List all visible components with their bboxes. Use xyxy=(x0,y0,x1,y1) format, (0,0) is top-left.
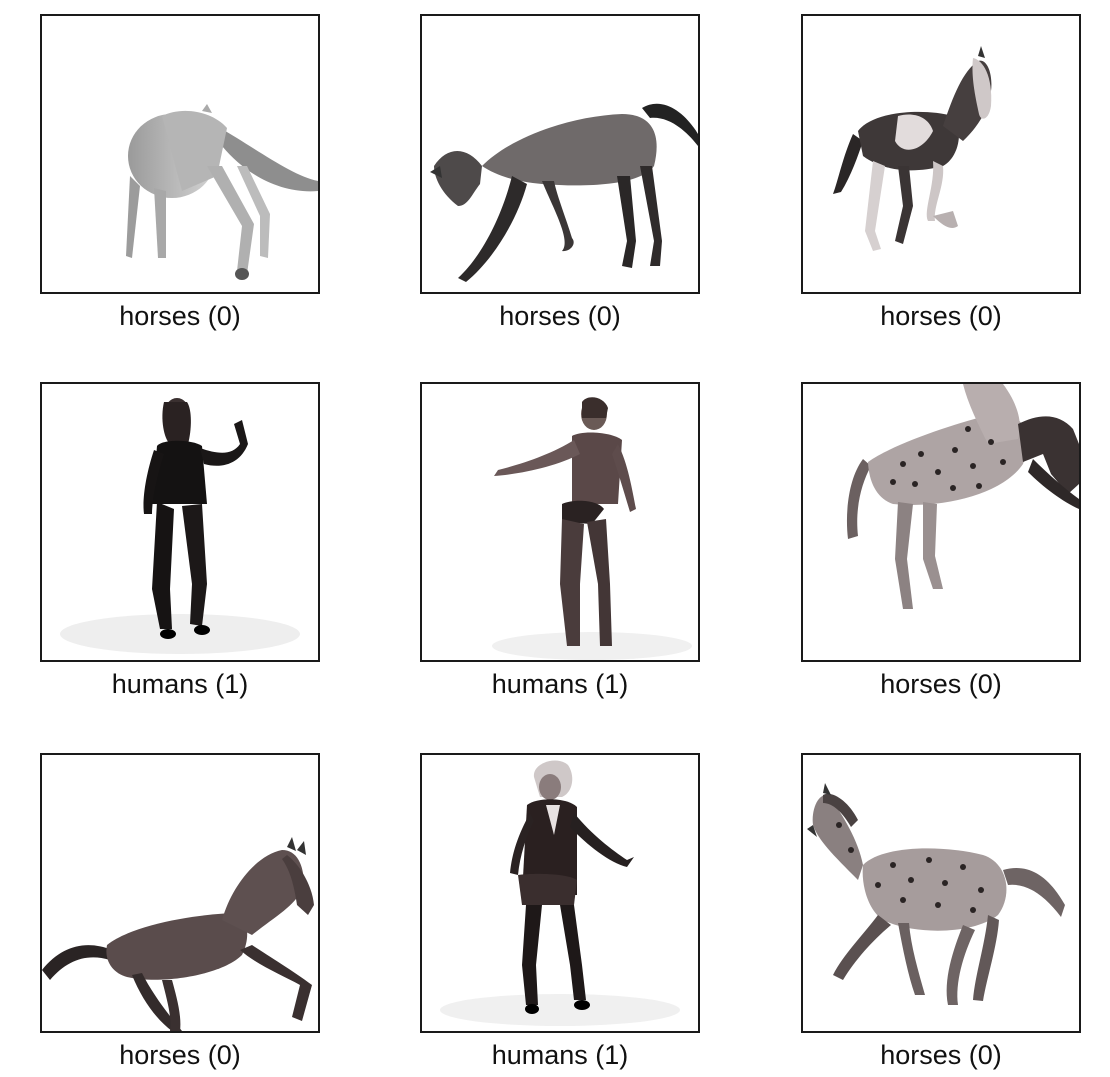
tile-image xyxy=(420,382,700,662)
horse-figure-icon xyxy=(846,384,1079,609)
grid-tile[interactable]: humans (1) xyxy=(40,382,320,700)
human-figure-icon xyxy=(492,397,692,660)
horse-figure-icon xyxy=(833,46,992,251)
tile-caption: humans (1) xyxy=(491,669,629,699)
tile-caption: humans (1) xyxy=(111,669,249,699)
tile-image xyxy=(420,14,700,294)
horse-figure-icon xyxy=(807,783,1065,1005)
tile-caption: horses (0) xyxy=(880,669,1002,699)
grid-tile[interactable]: horses (0) xyxy=(801,14,1081,332)
tile-caption: horses (0) xyxy=(119,301,241,331)
grid-tile[interactable]: horses (0) xyxy=(801,382,1081,700)
horse-figure-icon xyxy=(430,103,698,282)
grid-tile[interactable]: horses (0) xyxy=(420,14,700,332)
horse-figure-icon xyxy=(42,837,314,1031)
tile-image xyxy=(40,753,320,1033)
tile-caption: horses (0) xyxy=(880,1040,1002,1070)
tile-caption: horses (0) xyxy=(880,301,1002,331)
grid-tile[interactable]: horses (0) xyxy=(40,753,320,1071)
tile-caption: horses (0) xyxy=(499,301,621,331)
grid-tile[interactable]: humans (1) xyxy=(420,753,700,1071)
tile-image xyxy=(420,753,700,1033)
tile-image xyxy=(40,14,320,294)
tile-image xyxy=(801,753,1081,1033)
human-figure-icon xyxy=(440,760,680,1026)
tile-image xyxy=(801,382,1081,662)
human-figure-icon xyxy=(60,398,300,654)
grid-tile[interactable]: humans (1) xyxy=(420,382,700,700)
horse-figure-icon xyxy=(126,104,318,280)
tile-image xyxy=(801,14,1081,294)
tile-caption: humans (1) xyxy=(491,1040,629,1070)
grid-tile[interactable]: horses (0) xyxy=(801,753,1081,1071)
tile-image xyxy=(40,382,320,662)
tile-caption: horses (0) xyxy=(119,1040,241,1070)
grid-tile[interactable]: horses (0) xyxy=(40,14,320,332)
